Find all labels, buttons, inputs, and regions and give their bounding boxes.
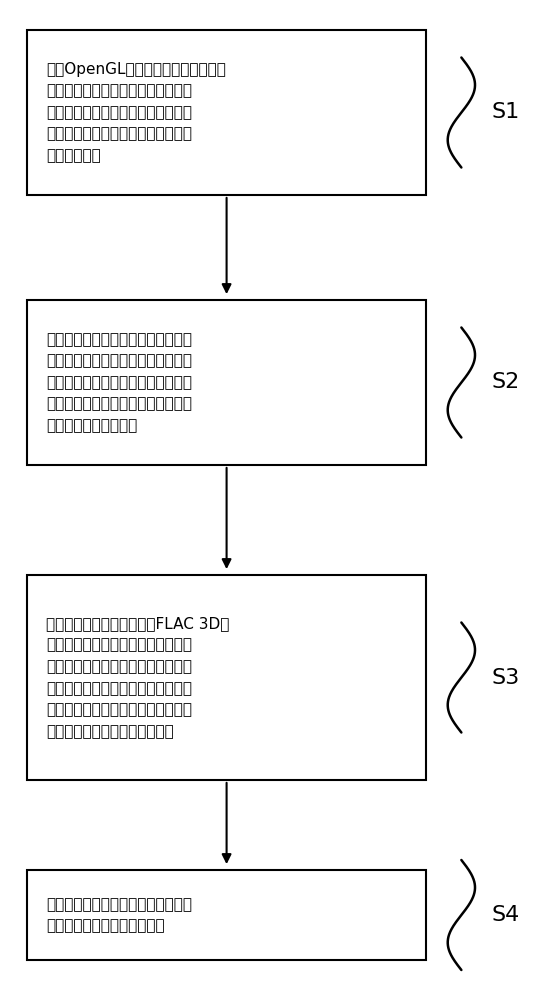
- FancyBboxPatch shape: [27, 870, 426, 960]
- Text: S1: S1: [491, 102, 520, 122]
- Text: S2: S2: [491, 372, 520, 392]
- Text: 将所述命令流控制文件导入后处理程
序中，以进行可视化切片展示: 将所述命令流控制文件导入后处理程 序中，以进行可视化切片展示: [46, 897, 192, 933]
- Text: S3: S3: [491, 668, 520, 688]
- Text: 基于所述单元的编号和结点的坐标的
文本文件，对所述三维的隧道网格模
型中的单元赋予对应的分析参数，基
于所述三维的隧道网格模型和分析参
数生成计算命令流文件: 基于所述单元的编号和结点的坐标的 文本文件，对所述三维的隧道网格模 型中的单元赋…: [46, 332, 192, 433]
- Text: 基于OpenGL开发的建模软件生成三维
的隧道网格模型，从所述三维模型和
网格中导出单元的编号和结点的坐标
的文本文件，每个单元包括一个或多
个对应的节点: 基于OpenGL开发的建模软件生成三维 的隧道网格模型，从所述三维模型和 网格中…: [46, 62, 226, 163]
- FancyBboxPatch shape: [27, 30, 426, 195]
- Text: 将所述计算命令流文件导入FLAC 3D软
件中进行各工况下的变形计算，以得
到各工况下的单元与节点的变形计算
结果，基于所述变形计算结果生成命
令流控制文件，所: 将所述计算命令流文件导入FLAC 3D软 件中进行各工况下的变形计算，以得 到各…: [46, 616, 230, 739]
- FancyBboxPatch shape: [27, 575, 426, 780]
- Text: S4: S4: [491, 905, 520, 925]
- FancyBboxPatch shape: [27, 300, 426, 465]
